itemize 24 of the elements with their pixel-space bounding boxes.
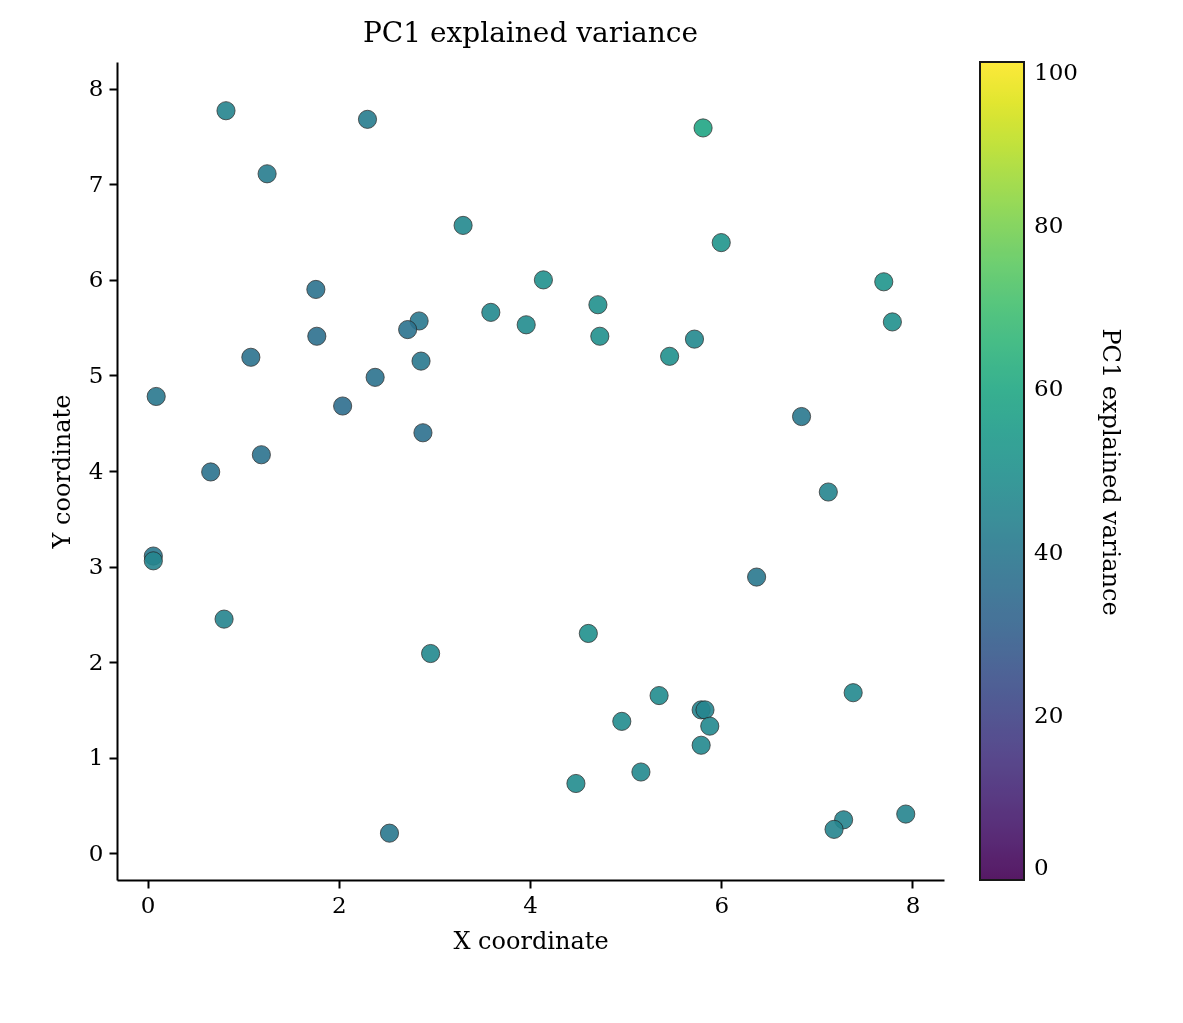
color-bar-label: 40: [1034, 538, 1064, 565]
y-tick-label: 4: [88, 457, 104, 484]
x-tick-label: 6: [714, 891, 730, 918]
x-tick-label: 8: [905, 891, 921, 918]
color-bar-label: 0: [1034, 854, 1049, 880]
y-tick-label: 0: [88, 839, 104, 866]
y-tick-label: 3: [88, 553, 104, 580]
y-tick-label: 6: [88, 266, 104, 293]
color-bar-label: 80: [1034, 211, 1064, 238]
x-tick-label: 2: [331, 891, 347, 918]
y-tick-label: 8: [88, 75, 104, 102]
y-axis-title: Y coordinate: [47, 394, 76, 550]
y-tick-label: 1: [88, 744, 104, 771]
color-bar-label: 20: [1034, 702, 1064, 729]
x-tick-label: 4: [523, 891, 538, 918]
color-bar-title: PC1 explained variance: [1097, 328, 1125, 616]
y-tick-label: 2: [88, 648, 104, 675]
color-bar-label: 60: [1034, 375, 1064, 402]
color-bar-label: 100: [1034, 59, 1078, 85]
x-tick-label: 0: [140, 891, 156, 918]
chart-title: PC1 explained variance: [362, 16, 699, 49]
y-tick-label: 7: [88, 170, 104, 197]
x-axis-title: X coordinate: [453, 926, 609, 955]
y-tick-label: 5: [88, 361, 104, 388]
